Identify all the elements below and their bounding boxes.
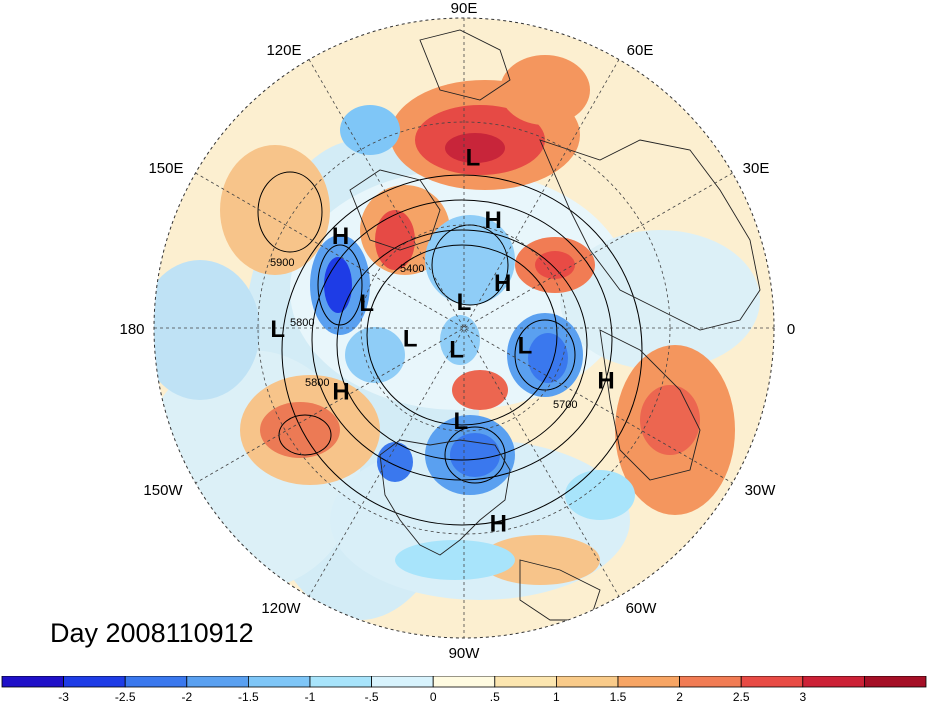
colorbar-swatch — [494, 676, 557, 688]
colorbar-swatches — [1, 676, 927, 688]
high-pressure-label: H — [485, 207, 502, 234]
polar-stereographic-map: 90E 60E 30E 0 30W 60W 90W 120W 150W 180 … — [119, 0, 795, 662]
low-pressure-label: L — [518, 332, 533, 359]
longitude-labels: 90E 60E 30E 0 30W 60W 90W 120W 150W 180 … — [119, 0, 795, 662]
colorbar-tick-label: -2 — [181, 690, 192, 702]
lon-label-120w: 120W — [261, 600, 301, 617]
colorbar-swatch — [1, 676, 64, 688]
colorbar-tick-labels: -3 -2.5 -2 -1.5 -1 -.5 0 .5 1 1.5 2 2.5 3 — [58, 690, 806, 702]
contour-label: 5800 — [290, 317, 314, 329]
graticule — [154, 18, 774, 638]
colorbar-swatch — [186, 676, 249, 688]
lon-label-0: 0 — [787, 321, 795, 338]
lon-label-150e: 150E — [148, 160, 183, 177]
colorbar-swatch — [247, 676, 311, 688]
colorbar-tick-label: 2.5 — [733, 690, 750, 702]
lon-label-30w: 30W — [745, 482, 777, 499]
colorbar-tick-label: -.5 — [365, 690, 379, 702]
colorbar-swatch — [617, 676, 680, 688]
low-pressure-label: L — [270, 316, 285, 343]
low-pressure-label: L — [453, 408, 468, 435]
lon-label-60w: 60W — [626, 600, 658, 617]
high-pressure-label: H — [332, 379, 349, 406]
high-pressure-label: H — [494, 270, 511, 297]
low-pressure-label: L — [449, 336, 464, 363]
colorbar-swatch — [371, 676, 434, 688]
colorbar-swatch — [802, 676, 865, 688]
contour-label: 5800 — [305, 377, 329, 389]
colorbar-tick-label: 1.5 — [610, 690, 627, 702]
colorbar: -3 -2.5 -2 -1.5 -1 -.5 0 .5 1 1.5 2 2.5 3 — [1, 676, 927, 702]
high-pressure-label: H — [332, 223, 349, 250]
height-contours — [257, 171, 643, 526]
lon-label-90w: 90W — [449, 645, 481, 662]
lon-label-180: 180 — [119, 321, 144, 338]
high-pressure-label: H — [490, 511, 507, 538]
colorbar-swatch — [864, 676, 927, 688]
colorbar-tick-label: 1 — [553, 690, 560, 702]
colorbar-swatch — [309, 676, 372, 688]
colorbar-tick-label: 0 — [430, 690, 437, 702]
colorbar-swatch — [679, 676, 742, 688]
low-pressure-label: L — [457, 289, 472, 316]
colorbar-tick-label: .5 — [490, 690, 500, 702]
lon-label-120e: 120E — [266, 42, 301, 59]
colorbar-swatch — [432, 676, 496, 688]
contour-labels: 5900 5400 5800 5800 5700 — [270, 257, 577, 411]
map-title: Day 2008110912 — [50, 618, 254, 648]
low-pressure-label: L — [466, 144, 481, 171]
coastlines — [349, 29, 761, 621]
colorbar-swatch — [124, 676, 188, 688]
low-pressure-label: L — [403, 326, 418, 353]
colorbar-tick-label: -3 — [58, 690, 69, 702]
colorbar-tick-label: -1.5 — [238, 690, 259, 702]
colorbar-tick-label: -2.5 — [115, 690, 136, 702]
lon-label-150w: 150W — [143, 482, 183, 499]
colorbar-tick-label: 3 — [799, 690, 806, 702]
colorbar-swatch — [740, 676, 804, 688]
lon-label-30e: 30E — [743, 160, 770, 177]
colorbar-tick-label: 2 — [676, 690, 683, 702]
low-pressure-label: L — [359, 290, 374, 317]
high-pressure-label: H — [597, 368, 614, 395]
contour-label: 5400 — [400, 263, 424, 275]
contour-label: 5700 — [553, 399, 577, 411]
map-boundary — [153, 17, 775, 639]
lon-label-60e: 60E — [627, 42, 654, 59]
colorbar-swatch — [63, 676, 126, 688]
contour-label: 5900 — [270, 257, 294, 269]
colorbar-tick-label: -1 — [305, 690, 316, 702]
lon-label-90e: 90E — [451, 0, 478, 17]
colorbar-swatch — [556, 676, 619, 688]
